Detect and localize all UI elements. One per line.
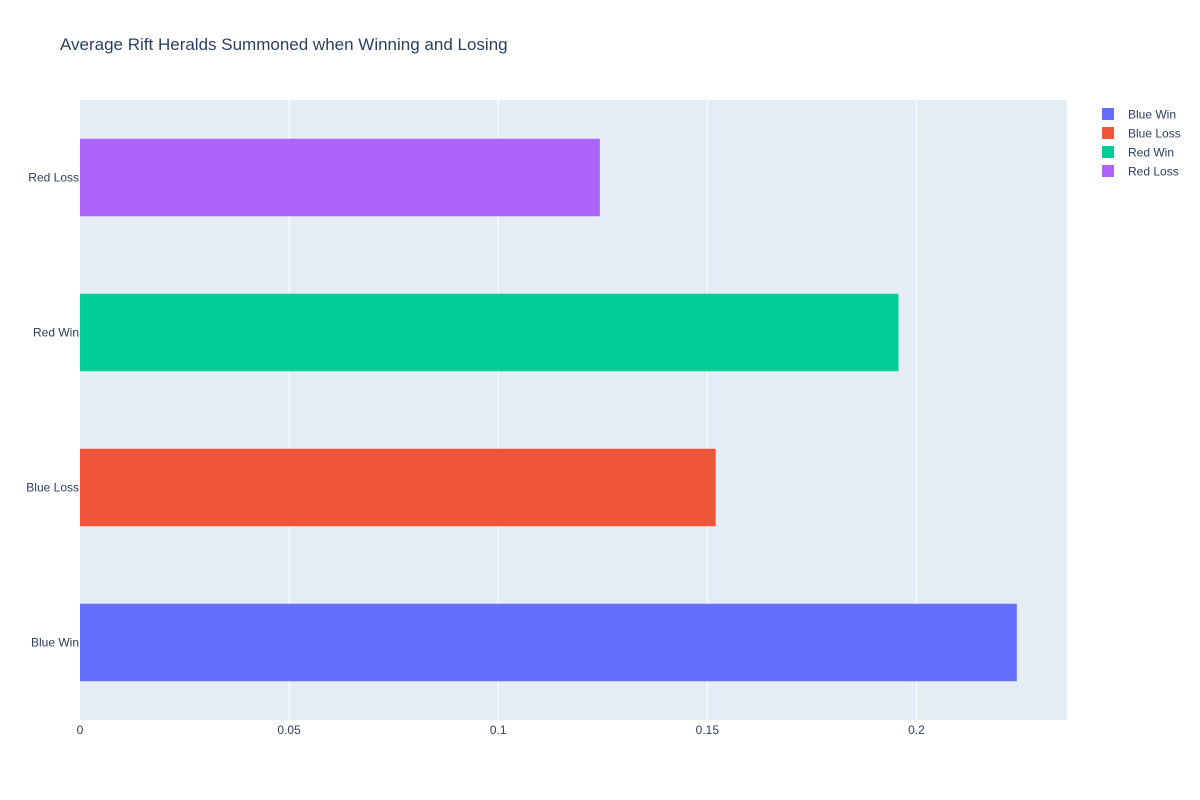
legend-swatch (1102, 165, 1114, 177)
legend-item-blue-loss[interactable]: Blue Loss (1102, 127, 1181, 141)
y-tick-label: Red Loss (28, 171, 79, 185)
chart-title: Average Rift Heralds Summoned when Winni… (60, 35, 508, 54)
x-tick-label: 0 (77, 723, 84, 737)
y-tick-label: Blue Loss (26, 481, 79, 495)
y-axis-tick-labels: Blue Win Blue Loss Red Win Red Loss (26, 171, 79, 650)
y-tick-label: Blue Win (31, 636, 79, 650)
legend-label: Blue Win (1128, 108, 1176, 122)
legend: Blue Win Blue Loss Red Win Red Loss (1102, 108, 1181, 179)
x-tick-label: 0.15 (696, 723, 720, 737)
legend-item-red-win[interactable]: Red Win (1102, 146, 1174, 160)
legend-swatch (1102, 146, 1114, 158)
x-axis-tick-labels: 0 0.05 0.1 0.15 0.2 (77, 723, 925, 737)
legend-swatch (1102, 127, 1114, 139)
bar-blue-loss (80, 448, 716, 527)
legend-item-red-loss[interactable]: Red Loss (1102, 165, 1179, 179)
legend-item-blue-win[interactable]: Blue Win (1102, 108, 1176, 122)
x-tick-label: 0.1 (490, 723, 507, 737)
y-tick-label: Red Win (33, 326, 79, 340)
legend-label: Red Win (1128, 146, 1174, 160)
legend-label: Blue Loss (1128, 127, 1181, 141)
bar-red-win (80, 293, 899, 372)
legend-label: Red Loss (1128, 165, 1179, 179)
bar-red-loss (80, 138, 600, 217)
x-tick-label: 0.2 (908, 723, 925, 737)
x-tick-label: 0.05 (277, 723, 301, 737)
bars (80, 138, 1017, 682)
bar-blue-win (80, 603, 1017, 682)
legend-swatch (1102, 108, 1114, 120)
